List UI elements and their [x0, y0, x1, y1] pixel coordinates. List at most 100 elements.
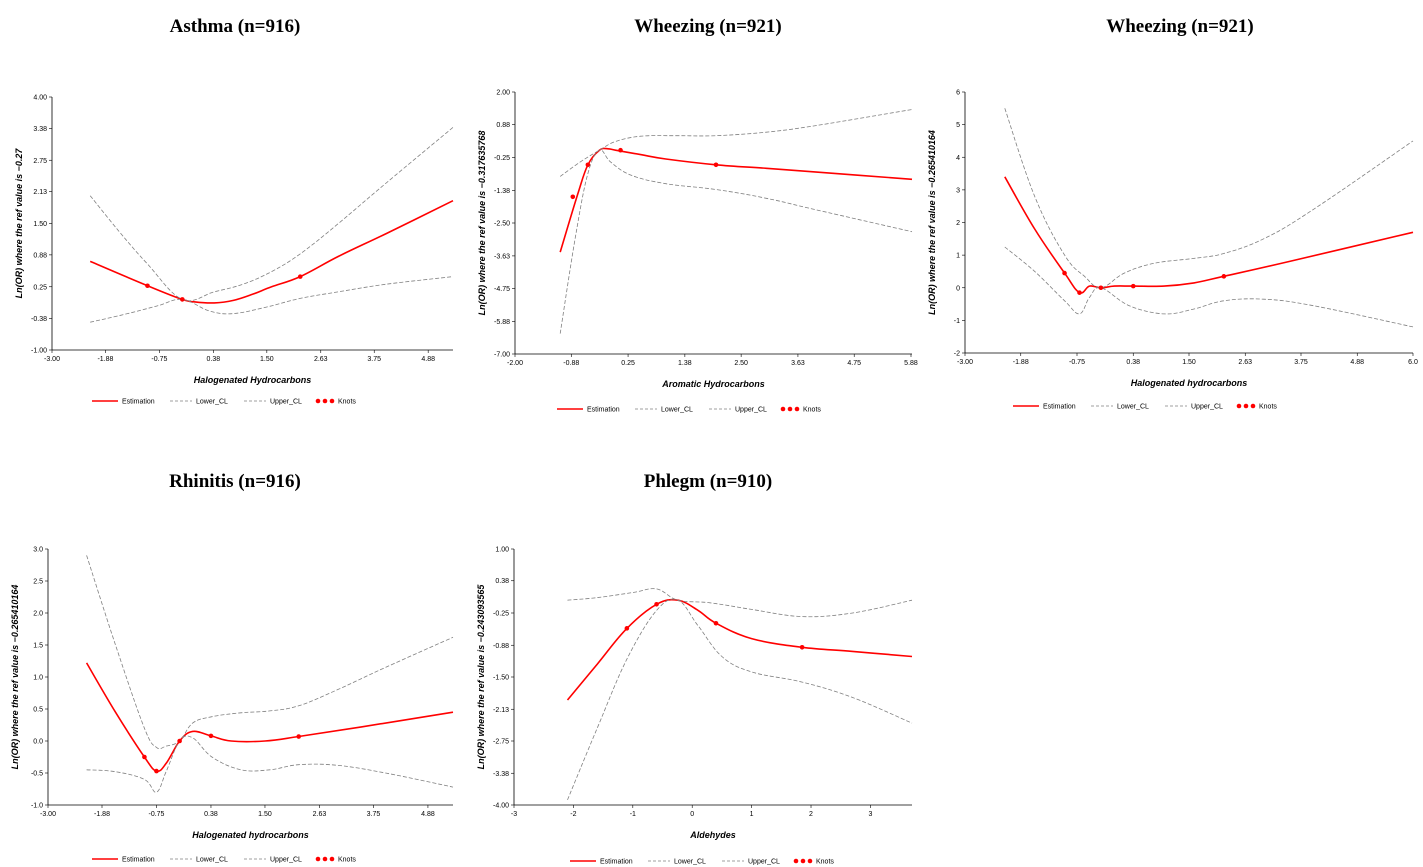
legend-label-estimation: Estimation [1043, 404, 1076, 411]
legend-swatch-knot [800, 858, 806, 864]
y-tick-label: 0.88 [496, 122, 510, 129]
x-tick-label: 2.50 [734, 360, 748, 367]
y-tick-label: -0.38 [31, 316, 47, 323]
legend-label-upper: Upper_CL [270, 399, 302, 406]
y-tick-label: -1 [954, 318, 960, 325]
legend-swatch-knot [1236, 403, 1242, 409]
knot-point [296, 734, 302, 739]
x-axis-title: Aromatic Hydrocarbons [661, 379, 765, 389]
legend-swatch-knot [1250, 403, 1256, 409]
knot-point [570, 194, 576, 200]
chart-rhinitis: -1.0 -0.5 0.0 0.5 1.0 1.5 2.0 2.5 3.0 -3.00 -1.88 -… [10, 547, 454, 864]
x-tick-label: -3.00 [957, 359, 973, 366]
y-tick-label: 0.38 [495, 578, 509, 585]
y-axis-title: Ln(OR) where the ref value is −0.2430935… [476, 584, 486, 770]
chart-asthma: -1.00 -0.38 0.25 0.88 1.50 2.13 2.75 3.38 4.00 -3… [14, 95, 454, 406]
legend-label-knots: Knots [338, 399, 356, 406]
knot-point [713, 620, 719, 626]
y-tick-label: 6 [956, 90, 960, 97]
x-tick-label: 3 [868, 811, 872, 818]
x-tick-label: -1.88 [97, 356, 113, 363]
y-tick-label: -3.38 [493, 771, 509, 778]
chart-panel-asthma: Asthma (n=916) -1.00 -0.38 0.25 0.88 1.50 2.1… [0, 0, 470, 420]
x-tick-label: -2.00 [507, 360, 523, 367]
x-tick-label: -3 [511, 811, 517, 818]
x-tick-label: 2.63 [1238, 359, 1252, 366]
x-tick-label: 4.88 [421, 356, 435, 363]
series-line-lower-cl [86, 735, 454, 793]
knot-point [177, 738, 182, 744]
x-tick-label: 3.75 [367, 356, 381, 363]
y-tick-label: 0.88 [33, 252, 47, 259]
series-line-estimation [566, 598, 913, 701]
series-line-estimation [89, 199, 454, 304]
series-line-lower-cl [567, 598, 913, 801]
y-tick-label: -0.25 [494, 155, 510, 162]
y-tick-label: 5 [956, 122, 960, 129]
y-tick-label: 1.0 [33, 675, 43, 682]
knot-point [142, 754, 147, 760]
chart-wheezing-halogenated: -2 -1 0 1 2 3 4 5 6 -3.00 -1.88 -0.75 0.38 1.50 2.63 3.… [927, 90, 1418, 411]
legend-label-knots: Knots [338, 857, 356, 864]
knot-point [1130, 283, 1136, 289]
x-tick-label: -2 [570, 811, 576, 818]
y-tick-label: 2.0 [33, 611, 43, 618]
y-tick-label: 2.00 [496, 90, 510, 97]
knot-point [1077, 290, 1082, 295]
chart-title: Asthma (n=916) [169, 16, 301, 37]
knot-point [180, 297, 185, 302]
legend-label-estimation: Estimation [122, 857, 155, 864]
x-tick-label: 2.63 [314, 356, 328, 363]
legend-swatch-knot [322, 398, 328, 404]
y-axis-title: Ln(OR) where the ref value is −0.27 [14, 148, 24, 299]
chart-panel-phlegm: Phlegm (n=910) -4.00 -3.38 -2.75 -2.13 -1.50… [476, 455, 938, 867]
legend-swatch-knot [787, 406, 793, 412]
y-axis-title: Ln(OR) where the ref value is −0.3176357… [477, 131, 487, 316]
legend-swatch-knot [315, 398, 321, 404]
series-line-upper-cl [559, 109, 913, 177]
y-tick-label: -4.00 [493, 803, 509, 810]
y-tick-label: 1.5 [33, 643, 43, 650]
x-tick-label: 1.50 [260, 356, 274, 363]
x-tick-label: 0.38 [1126, 359, 1140, 366]
x-tick-label: -1 [630, 811, 636, 818]
legend-label-lower: Lower_CL [674, 859, 706, 866]
y-tick-label: -2.75 [493, 739, 509, 746]
legend-label-upper: Upper_CL [735, 407, 767, 414]
knot-point [585, 162, 591, 168]
y-tick-label: -1.0 [31, 803, 43, 810]
legend-swatch-knot [793, 858, 799, 864]
knot-point [1062, 270, 1067, 276]
x-tick-label: 1 [750, 811, 754, 818]
y-tick-label: 4 [956, 155, 960, 162]
legend-label-lower: Lower_CL [196, 399, 228, 406]
y-tick-label: -4.75 [494, 286, 510, 293]
chart-phlegm: -4.00 -3.38 -2.75 -2.13 -1.50 -0.88 -0.25 0.38 1… [476, 547, 913, 866]
legend-label-knots: Knots [803, 407, 821, 414]
y-tick-label: 2.5 [33, 579, 43, 586]
x-tick-label: 4.88 [421, 811, 435, 818]
y-tick-label: 2.75 [33, 158, 47, 165]
y-tick-label: 0.25 [33, 284, 47, 291]
x-tick-label: -3.00 [44, 356, 60, 363]
chart-panel-wheezing-aromatic: Wheezing (n=921) -7.00 -5.88 -4.75 -3.63 -2.… [477, 0, 938, 420]
x-tick-label: 3.75 [1294, 359, 1308, 366]
knot-point [654, 601, 659, 607]
y-tick-label: 4.00 [33, 95, 47, 102]
legend-swatch-knot [807, 858, 813, 864]
y-tick-label: -1.50 [493, 675, 509, 682]
x-axis-title: Halogenated Hydrocarbons [194, 375, 312, 385]
y-tick-label: 0.0 [33, 739, 43, 746]
y-tick-label: -2 [954, 351, 960, 358]
x-tick-label: 0 [690, 811, 694, 818]
y-tick-label: 3 [956, 187, 960, 194]
series-line-upper-cl [567, 588, 913, 618]
legend-label-upper: Upper_CL [748, 859, 780, 866]
knot-point [208, 733, 214, 739]
x-tick-label: 3.63 [791, 360, 805, 367]
series-line-lower-cl [90, 276, 454, 323]
knot-point [297, 274, 303, 279]
y-tick-label: 2.13 [33, 189, 47, 196]
legend-label-estimation: Estimation [122, 399, 155, 406]
x-tick-label: -1.88 [1013, 359, 1029, 366]
